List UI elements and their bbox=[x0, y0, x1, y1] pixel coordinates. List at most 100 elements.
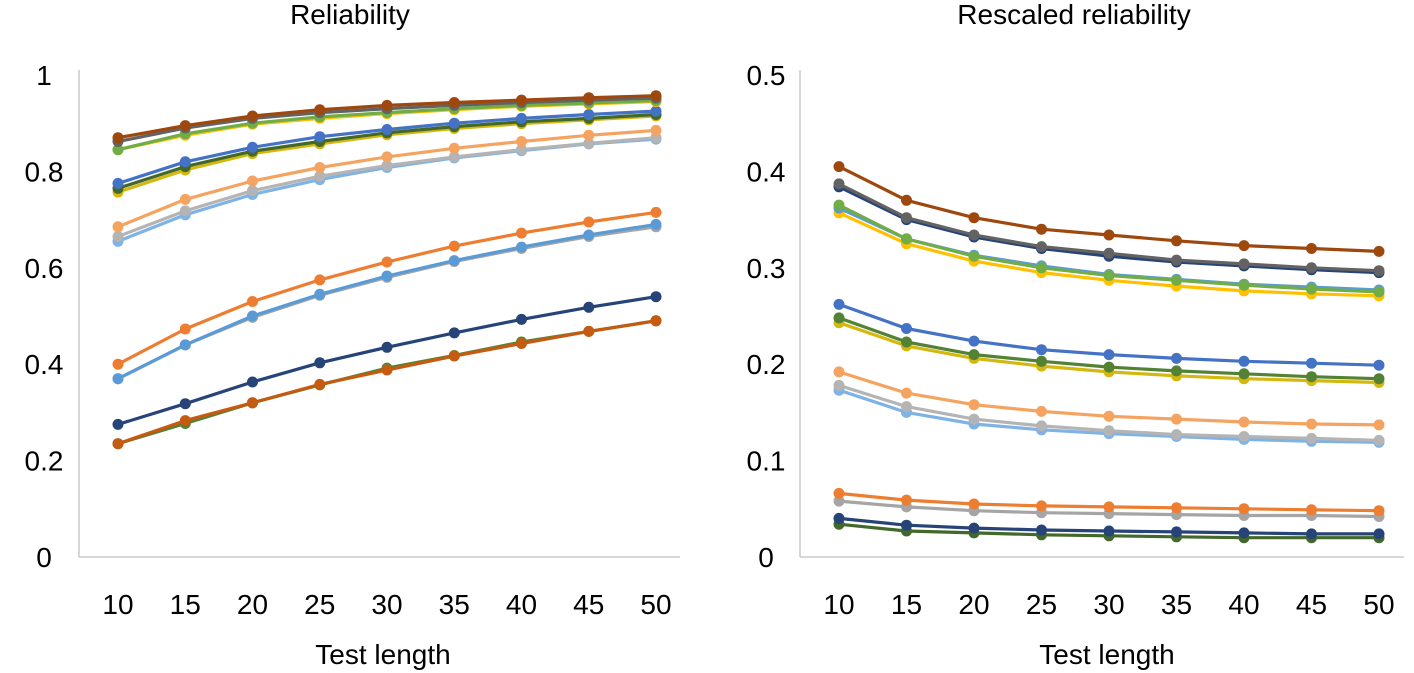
data-point bbox=[1036, 405, 1047, 417]
data-point bbox=[247, 376, 258, 388]
y-tick-label: 0.6 bbox=[25, 253, 64, 284]
x-tick-label: 35 bbox=[1161, 589, 1192, 620]
data-point bbox=[1373, 286, 1385, 298]
data-point bbox=[448, 151, 460, 163]
data-point bbox=[448, 327, 460, 339]
data-point bbox=[247, 296, 258, 307]
x-tick-label: 30 bbox=[371, 589, 402, 620]
data-point bbox=[968, 498, 980, 510]
data-point bbox=[247, 185, 258, 197]
series-9 bbox=[833, 366, 1385, 431]
data-point bbox=[1171, 235, 1182, 247]
data-point bbox=[1103, 410, 1115, 422]
data-point bbox=[381, 99, 393, 111]
y-tick-label: 0.8 bbox=[25, 156, 64, 187]
data-point bbox=[833, 495, 845, 507]
series-8 bbox=[112, 132, 662, 242]
data-point bbox=[833, 312, 845, 324]
data-point bbox=[448, 117, 460, 129]
series-0 bbox=[833, 161, 1385, 257]
data-point bbox=[112, 231, 124, 242]
data-point bbox=[112, 221, 124, 233]
series-13 bbox=[112, 291, 662, 430]
series-6 bbox=[833, 298, 1385, 371]
y-tick-label: 0.2 bbox=[25, 446, 64, 477]
data-point bbox=[1306, 243, 1317, 254]
data-point bbox=[1171, 413, 1182, 425]
data-point bbox=[314, 288, 326, 300]
series-line bbox=[116, 225, 658, 381]
series-7 bbox=[833, 312, 1385, 385]
data-point bbox=[650, 206, 662, 218]
data-point bbox=[1373, 245, 1385, 257]
data-point bbox=[1036, 241, 1047, 253]
data-point bbox=[179, 323, 191, 335]
y-tick-labels: 0 0.2 0.4 0.6 0.8 1 bbox=[25, 60, 64, 573]
x-tick-label: 25 bbox=[304, 589, 335, 620]
data-point bbox=[901, 336, 912, 348]
series-3 bbox=[833, 199, 1385, 298]
data-point bbox=[516, 313, 527, 325]
series-14 bbox=[112, 315, 662, 450]
data-point bbox=[833, 512, 845, 524]
data-point bbox=[247, 175, 258, 187]
data-point bbox=[650, 124, 662, 136]
series-9 bbox=[112, 133, 662, 247]
data-point bbox=[1373, 528, 1385, 540]
data-point bbox=[901, 212, 912, 224]
data-point bbox=[247, 397, 258, 409]
data-point bbox=[833, 366, 845, 378]
series-line bbox=[116, 210, 658, 366]
data-point bbox=[1036, 262, 1047, 274]
series-0 bbox=[112, 90, 662, 144]
x-tick-labels: 10 15 20 25 30 35 40 45 50 bbox=[102, 589, 671, 620]
data-point bbox=[833, 178, 845, 190]
data-point bbox=[1238, 503, 1250, 515]
data-point bbox=[1238, 527, 1250, 539]
data-point bbox=[247, 310, 258, 322]
chart-reliability: Reliability 0 0.2 0.4 0.6 0.8 1 10 15 20 25 30 35 4… bbox=[25, 0, 680, 670]
data-point bbox=[516, 338, 527, 349]
data-point bbox=[1103, 270, 1115, 281]
data-point bbox=[650, 291, 662, 303]
x-tick-labels: 10 15 20 25 30 35 40 45 50 bbox=[823, 589, 1394, 620]
data-point bbox=[314, 378, 326, 390]
data-point bbox=[1171, 365, 1182, 377]
data-point bbox=[1373, 505, 1385, 517]
x-tick-label: 50 bbox=[640, 589, 671, 620]
series-14 bbox=[833, 512, 1385, 540]
data-point bbox=[901, 519, 912, 531]
chart-title: Rescaled reliability bbox=[957, 0, 1190, 30]
y-tick-label: 0 bbox=[36, 542, 52, 573]
data-point bbox=[448, 142, 460, 154]
x-tick-label: 30 bbox=[1093, 589, 1124, 620]
series-15 bbox=[112, 315, 662, 450]
data-point bbox=[1036, 344, 1047, 356]
x-tick-label: 40 bbox=[506, 589, 537, 620]
data-point bbox=[1306, 504, 1317, 516]
data-point bbox=[583, 92, 595, 104]
data-point bbox=[381, 160, 393, 172]
data-point bbox=[1171, 429, 1182, 441]
data-point bbox=[247, 110, 258, 122]
x-tick-label: 50 bbox=[1363, 589, 1394, 620]
data-point bbox=[1171, 352, 1182, 364]
data-point bbox=[1171, 274, 1182, 286]
data-point bbox=[381, 151, 393, 163]
data-point bbox=[1238, 355, 1250, 367]
y-tick-label: 0.2 bbox=[747, 349, 786, 380]
data-point bbox=[314, 104, 326, 116]
x-axis-label: Test length bbox=[1039, 639, 1174, 670]
data-point bbox=[179, 156, 191, 168]
data-point bbox=[516, 136, 527, 147]
data-point bbox=[1306, 528, 1317, 540]
data-point bbox=[1306, 432, 1317, 444]
data-point bbox=[516, 241, 527, 253]
data-point bbox=[901, 233, 912, 245]
x-tick-label: 15 bbox=[170, 589, 201, 620]
data-point bbox=[1238, 279, 1250, 291]
data-point bbox=[448, 350, 460, 362]
data-point bbox=[1036, 355, 1047, 367]
data-point bbox=[901, 401, 912, 413]
